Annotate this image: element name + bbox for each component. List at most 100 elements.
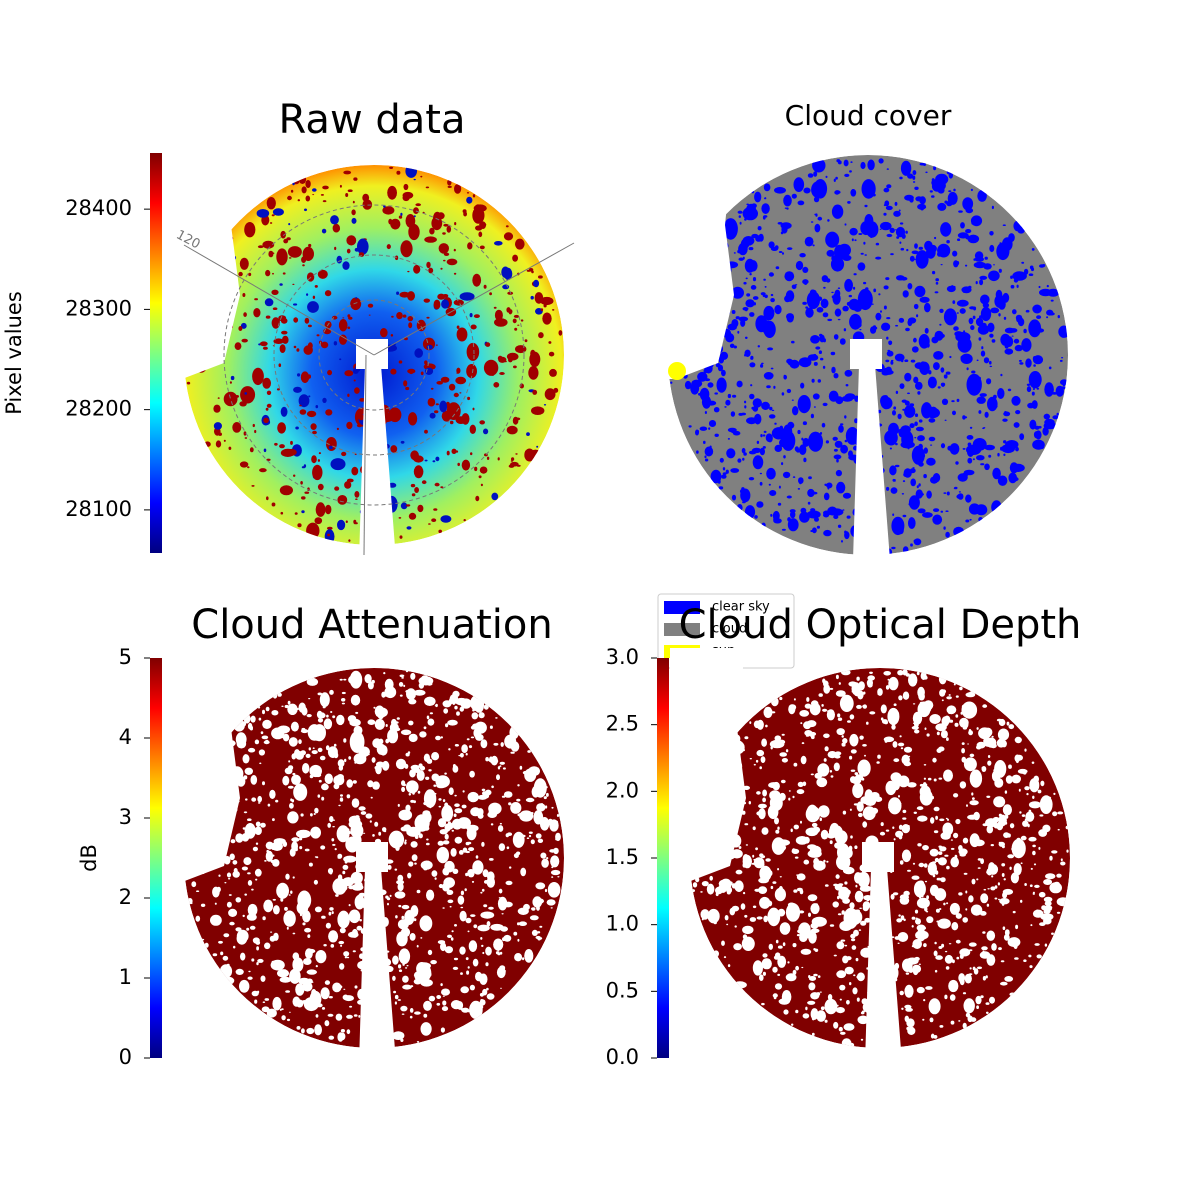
sky-pixel [887,678,890,681]
sky-pixel [843,907,859,929]
sky-pixel [409,1008,414,1013]
sky-pixel [277,692,282,697]
sky-pixel [442,840,450,845]
sky-pixel [505,833,509,838]
sky-pixel [257,245,264,249]
sky-pixel [833,762,840,772]
sky-pixel [525,797,535,803]
sky-pixel [811,181,825,199]
sky-pixel [1013,942,1018,950]
sky-pixel [466,970,470,975]
sky-pixel [480,483,483,487]
sky-pixel [282,733,290,742]
sky-pixel [986,930,996,941]
sky-pixel [926,895,929,900]
sky-pixel [779,922,791,935]
sky-pixel [777,868,780,871]
sky-pixel [948,190,952,193]
sky-pixel [777,945,783,949]
sky-pixel [937,386,941,389]
sky-pixel [243,986,250,990]
sky-pixel [752,960,764,976]
sky-pixel [914,186,919,190]
sky-pixel [725,399,731,406]
sky-pixel [310,423,317,430]
sky-pixel [796,789,805,795]
sky-pixel [1005,775,1013,784]
sky-pixel [367,303,374,308]
sky-pixel [255,878,258,881]
sky-pixel [436,381,444,385]
sky-pixel [255,821,261,827]
sky-pixel [823,529,832,537]
sky-pixel [763,278,766,281]
sky-pixel [759,472,763,475]
sky-pixel [503,791,513,798]
sky-pixel [538,332,544,339]
sky-pixel [395,758,407,770]
sky-pixel [980,299,984,303]
sky-pixel [434,482,440,487]
sky-pixel [435,403,439,406]
sky-pixel [346,478,354,483]
sky-pixel [352,200,355,204]
sky-pixel [374,821,379,827]
sky-pixel [998,814,1007,827]
sky-pixel [299,836,303,841]
sky-pixel [847,720,851,723]
sky-pixel [1056,897,1070,907]
sky-pixel [968,285,972,289]
sky-pixel [821,422,826,428]
sky-pixel [902,446,905,448]
sky-pixel [781,528,786,531]
sky-pixel [728,886,731,890]
sky-pixel [282,969,288,977]
sky-pixel [957,493,964,500]
sky-pixel [738,740,742,744]
sky-pixel [319,712,326,719]
sky-pixel [835,874,840,879]
sky-pixel [228,978,231,979]
sky-pixel [356,925,363,931]
sky-pixel [919,785,931,798]
sky-pixel [984,444,995,451]
sky-pixel [358,806,366,811]
sky-pixel [438,884,444,889]
sky-pixel [917,815,928,822]
sky-pixel [466,364,477,379]
sky-pixel [880,395,890,407]
sky-pixel [1050,299,1054,302]
sky-pixel [842,810,847,815]
sky-pixel [342,864,349,870]
sky-pixel [751,190,755,194]
sky-pixel [483,359,499,376]
sky-pixel [907,392,910,395]
sky-pixel [1034,425,1040,430]
sky-pixel [754,191,762,203]
sky-pixel [795,260,804,271]
sky-pixel [439,400,448,413]
sky-pixel [531,786,540,798]
sky-pixel [251,485,255,487]
sky-pixel [738,846,742,849]
sky-pixel [758,808,766,820]
sky-pixel [424,360,428,365]
sky-pixel [835,396,844,405]
colorbar-tick-label: 5 [119,645,132,669]
sky-pixel [962,837,969,844]
sky-pixel [771,696,779,707]
sky-pixel [475,971,483,982]
sky-pixel [410,799,415,803]
sky-pixel [933,830,939,834]
sky-pixel [891,724,896,730]
sky-pixel [321,1007,326,1010]
sky-pixel [304,848,310,852]
sky-pixel [803,187,811,194]
sky-pixel [967,457,973,464]
sky-pixel [414,348,424,358]
sky-pixel [761,738,767,747]
sky-pixel [551,876,554,878]
sky-pixel [247,880,253,886]
sky-pixel [408,412,418,426]
sky-pixel [236,929,249,943]
